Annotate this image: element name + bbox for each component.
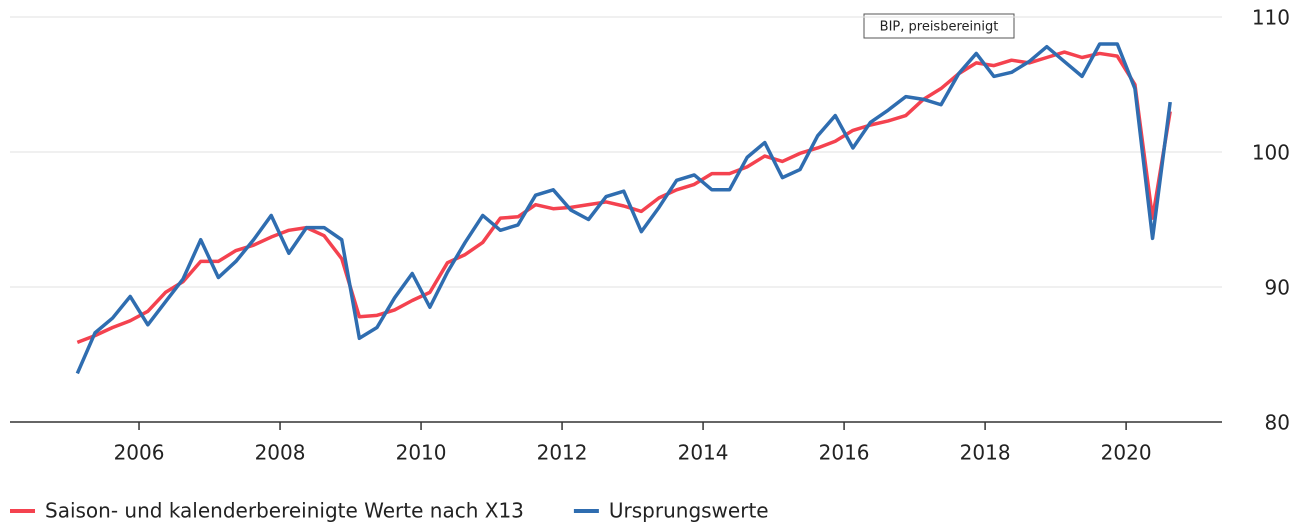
x-tick-label: 2008: [255, 441, 306, 465]
y-tick-label: 90: [1265, 276, 1290, 300]
series-line: [75, 42, 1172, 375]
x-tick-label: 2016: [819, 441, 870, 465]
x-tick-label: 2020: [1101, 441, 1152, 465]
x-tick-label: 2018: [960, 441, 1011, 465]
y-tick-label: 80: [1265, 411, 1290, 435]
y-tick-label: 110: [1252, 6, 1290, 30]
y-tick-label: 100: [1252, 141, 1290, 165]
legend-label: Ursprungswerte: [609, 499, 769, 523]
series-line: [76, 50, 1172, 344]
x-tick-label: 2010: [396, 441, 447, 465]
annotation-box: [863, 13, 1015, 39]
x-tick-label: 2012: [537, 441, 588, 465]
x-tick-label: 2014: [678, 441, 729, 465]
x-tick-label: 2006: [114, 441, 165, 465]
legend-label: Saison- und kalenderbereinigte Werte nac…: [45, 499, 524, 523]
annotation: BIP, preisbereinigt: [880, 20, 999, 35]
